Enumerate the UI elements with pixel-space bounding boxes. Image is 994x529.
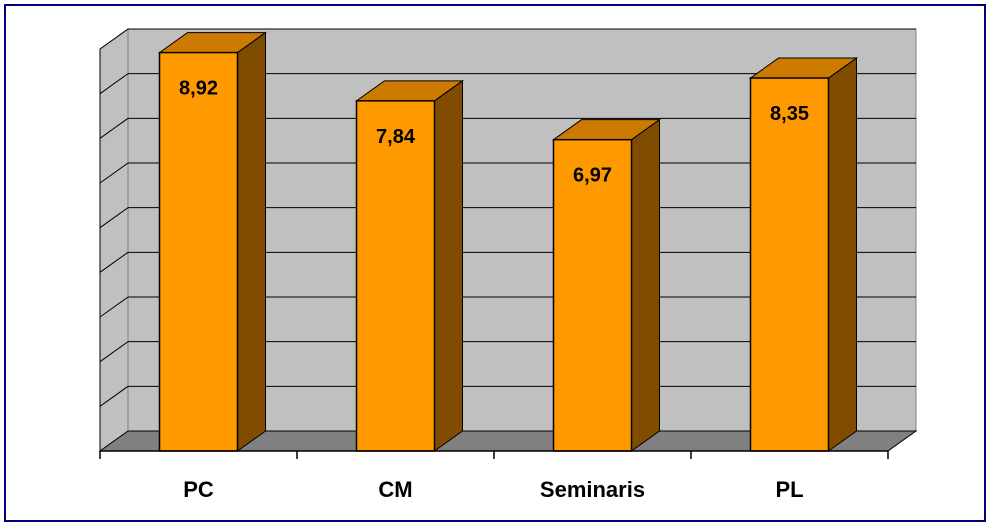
side-wall bbox=[99, 28, 129, 452]
bar bbox=[158, 51, 239, 452]
x-tick-label: PC bbox=[183, 477, 214, 502]
gridline-side bbox=[99, 117, 129, 139]
bar-pl: 8,35 bbox=[748, 57, 859, 452]
gridline-side bbox=[99, 207, 129, 229]
bar-side bbox=[237, 31, 266, 452]
bar bbox=[552, 138, 633, 452]
gridline-side bbox=[99, 28, 129, 50]
gridline-side bbox=[99, 341, 129, 363]
bar-side bbox=[434, 79, 463, 452]
bar-side bbox=[631, 118, 660, 452]
gridline-side bbox=[99, 251, 129, 273]
data-label: 8,92 bbox=[179, 78, 218, 100]
gridline-side bbox=[99, 73, 129, 95]
data-label: 6,97 bbox=[573, 165, 612, 187]
data-label: 8,35 bbox=[770, 103, 809, 125]
gridline-side bbox=[99, 162, 129, 184]
x-axis: PC CM Seminaris PL bbox=[99, 450, 889, 502]
bar bbox=[355, 100, 436, 452]
gridline-side bbox=[99, 296, 129, 318]
x-tick-label: PL bbox=[775, 477, 803, 502]
x-tick-label: Seminaris bbox=[540, 477, 645, 502]
bar-pc: 8,92 bbox=[157, 31, 268, 452]
bars: 8,92 7,84 6,97 8,35 bbox=[157, 31, 859, 452]
data-label: 7,84 bbox=[376, 126, 416, 148]
bar bbox=[749, 77, 830, 452]
bar-cm: 7,84 bbox=[354, 79, 465, 452]
gridline-side bbox=[99, 385, 129, 407]
x-tick-label: CM bbox=[378, 477, 412, 502]
bar-side bbox=[828, 57, 857, 452]
bar-seminaris: 6,97 bbox=[551, 118, 662, 452]
